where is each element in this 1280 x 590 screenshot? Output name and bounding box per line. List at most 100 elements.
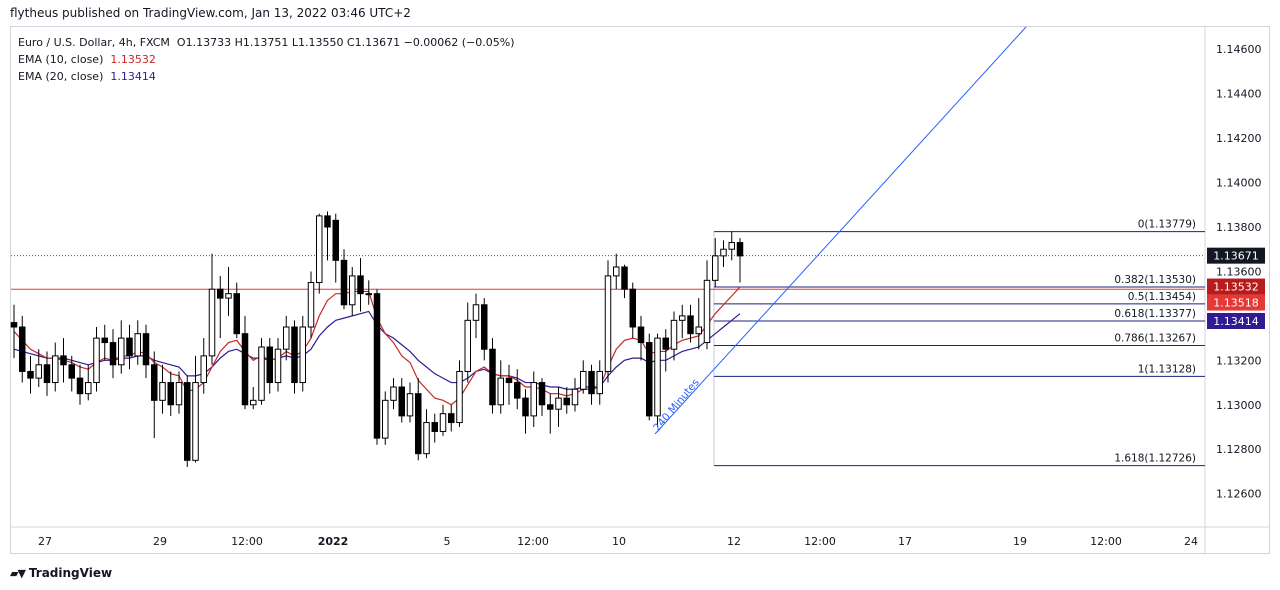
- candle: [10, 304, 18, 359]
- candle-body: [142, 333, 150, 366]
- candle: [736, 238, 744, 283]
- candle-body: [538, 382, 546, 406]
- candle: [538, 378, 546, 416]
- candle: [703, 260, 711, 350]
- time-tick-label: 12:00: [517, 535, 549, 548]
- candle: [365, 280, 372, 305]
- time-tick-label: 10: [612, 535, 626, 548]
- candle: [134, 320, 141, 365]
- candle-body: [423, 422, 430, 455]
- candle: [109, 329, 117, 379]
- legend-ema10-value: 1.13532: [110, 53, 156, 66]
- candle: [662, 329, 669, 372]
- candle-body: [52, 355, 59, 384]
- price-tick-label: 1.14600: [1216, 43, 1262, 56]
- candle: [85, 364, 92, 401]
- candle: [324, 211, 331, 261]
- candle: [596, 360, 603, 405]
- candle: [19, 315, 26, 383]
- candle-body: [497, 377, 504, 406]
- candle-body: [670, 319, 678, 350]
- candle-body: [299, 326, 306, 384]
- candle: [35, 349, 42, 387]
- candle: [382, 391, 389, 445]
- ema20-tag-text: 1.13414: [1213, 315, 1259, 328]
- legend-ema20-row: EMA (20, close) 1.13414: [18, 68, 515, 85]
- candle: [43, 351, 51, 396]
- chart-frame[interactable]: [10, 26, 1270, 554]
- candle: [175, 371, 183, 414]
- price-tick-label: 1.14000: [1216, 177, 1262, 190]
- candle-body: [481, 304, 488, 350]
- candle: [266, 338, 273, 394]
- candle: [225, 267, 232, 316]
- fib-level-label: 0.382(1.13530): [1114, 274, 1196, 286]
- candle: [481, 298, 488, 361]
- candle-body: [464, 319, 471, 372]
- candle: [695, 298, 702, 350]
- candle-body: [621, 266, 628, 290]
- candle: [373, 289, 381, 445]
- candle-body: [76, 377, 84, 395]
- candle-body: [489, 348, 496, 406]
- candle: [431, 413, 438, 443]
- candle: [250, 387, 257, 410]
- candle: [340, 249, 348, 310]
- candle-body: [736, 242, 744, 257]
- candle-body: [514, 382, 521, 399]
- candle: [522, 389, 529, 434]
- candle-body: [365, 293, 372, 296]
- candle: [93, 327, 100, 392]
- candle-body: [472, 304, 480, 321]
- time-tick-label: 29: [153, 535, 167, 548]
- candle: [530, 371, 537, 427]
- candle-body: [283, 326, 290, 350]
- candle: [332, 213, 339, 283]
- candle-body: [596, 370, 603, 395]
- footer-brand-text: TradingView: [28, 566, 113, 580]
- candle: [489, 338, 496, 414]
- candle: [621, 264, 628, 299]
- candle-body: [175, 382, 183, 406]
- candle-body: [217, 288, 224, 299]
- time-tick-label: 2022: [318, 535, 349, 548]
- candle-body: [456, 370, 463, 424]
- publish-line: flytheus published on TradingView.com, J…: [10, 6, 411, 20]
- price-tick-label: 1.13200: [1216, 354, 1262, 367]
- candle-body: [522, 397, 529, 417]
- candle-body: [35, 364, 42, 379]
- ema10-tag-text: 1.13532: [1213, 281, 1259, 294]
- candle-body: [679, 315, 686, 321]
- candle-body: [200, 355, 207, 384]
- upward-trendline: [654, 26, 1027, 435]
- candle-body: [233, 293, 240, 335]
- legend-ema10-row: EMA (10, close) 1.13532: [18, 51, 515, 68]
- candle: [687, 304, 694, 343]
- candle: [712, 238, 719, 287]
- candle-body: [307, 282, 315, 328]
- candle-body: [637, 326, 645, 344]
- candle-body: [555, 397, 562, 410]
- candle: [274, 338, 282, 392]
- candle-body: [448, 413, 455, 424]
- candle-body: [604, 275, 612, 372]
- price-tick-label: 1.13000: [1216, 399, 1262, 412]
- candle: [126, 324, 133, 370]
- candle-body: [85, 382, 92, 395]
- last-price-tag-bg: [1207, 247, 1265, 264]
- candle-body: [720, 248, 727, 257]
- footer-brand[interactable]: ▰▼ TradingView: [10, 566, 112, 580]
- candle: [316, 213, 323, 294]
- candle-body: [225, 293, 232, 299]
- candle-body: [167, 382, 174, 406]
- time-axis: 27 29 12:00 2022 5 12:00 10 12 12:00 17 19 12:00 24: [38, 535, 1198, 548]
- candle-body: [60, 355, 67, 366]
- candle-body: [373, 293, 381, 439]
- grid: [11, 27, 1269, 554]
- candle-body: [134, 333, 141, 357]
- candle-body: [109, 342, 117, 366]
- candle: [142, 324, 150, 379]
- price-axis: 1.14600 1.14400 1.14200 1.14000 1.13800 1.136…: [1216, 43, 1262, 500]
- fib-level-label: 0.786(1.13267): [1114, 332, 1196, 344]
